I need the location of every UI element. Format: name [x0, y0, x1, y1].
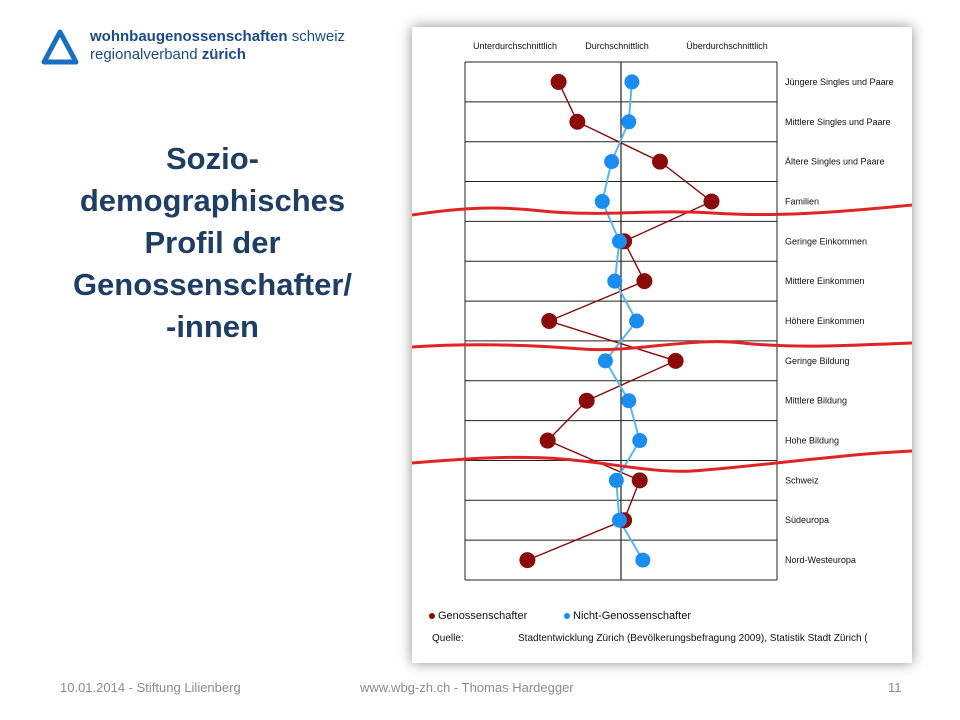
- column-header: Überdurchschnittlich: [686, 41, 768, 51]
- data-point: [636, 273, 653, 290]
- logo-triangle-icon: [41, 29, 79, 65]
- footer-date: 10.01.2014 - Stiftung Lilienberg: [60, 680, 241, 695]
- annotation-line: [412, 340, 912, 352]
- data-point: [611, 233, 627, 249]
- page-number: 11: [888, 680, 902, 695]
- legend-label: Nicht-Genossenschafter: [573, 610, 691, 622]
- category-label: Südeuropa: [785, 515, 829, 525]
- data-point: [632, 433, 648, 449]
- data-point: [621, 114, 637, 130]
- data-point: [594, 193, 610, 209]
- title-line: Sozio-: [166, 141, 259, 176]
- legend-marker: [429, 613, 435, 619]
- title-line: demographisches: [79, 183, 346, 218]
- category-label: Höhere Einkommen: [785, 316, 865, 326]
- data-point: [519, 552, 536, 569]
- logo-line2-rest: regionalverband: [90, 46, 198, 63]
- logo: wohnbaugenossenschaften schweiz regional…: [40, 26, 345, 70]
- data-point: [652, 153, 668, 170]
- source-label: Quelle:: [432, 633, 464, 644]
- category-label: Nord-Westeuropa: [785, 555, 856, 565]
- data-point: [608, 472, 624, 488]
- data-point: [631, 472, 648, 489]
- data-point: [611, 512, 627, 528]
- profile-chart: Unterdurchschnittlich Durchschnittlich Übe…: [412, 41, 912, 644]
- title-line: Profil der: [144, 225, 281, 260]
- category-label: Hohe Bildung: [785, 436, 839, 446]
- category-label: Familien: [785, 196, 819, 206]
- category-label: Schweiz: [785, 475, 819, 485]
- logo-line1-bold: wohnbaugenossenschaften: [90, 28, 288, 45]
- legend-label: Genossenschafter: [438, 610, 528, 622]
- data-point: [703, 193, 720, 210]
- data-point: [604, 154, 620, 170]
- data-point: [635, 552, 651, 568]
- annotation-line: [412, 449, 912, 473]
- category-label: Mittlere Singles und Paare: [785, 117, 891, 127]
- column-header: Unterdurchschnittlich: [473, 41, 557, 51]
- logo-text: wohnbaugenossenschaften schweiz regional…: [90, 28, 345, 64]
- category-label: Ältere Singles und Paare: [785, 157, 885, 167]
- data-point: [569, 113, 586, 130]
- data-point: [541, 313, 558, 329]
- category-label: Mittlere Bildung: [785, 396, 847, 406]
- data-point: [550, 73, 567, 90]
- category-label: Geringe Bildung: [785, 356, 850, 366]
- chart-figure: Unterdurchschnittlich Durchschnittlich Übe…: [412, 27, 912, 663]
- title-line: Genossenschafter/: [72, 267, 353, 302]
- title-line: -innen: [166, 309, 259, 344]
- data-point: [629, 313, 645, 329]
- data-point: [621, 393, 637, 409]
- column-header: Durchschnittlich: [585, 41, 649, 51]
- category-label: Geringe Einkommen: [785, 236, 867, 246]
- slide-title: Sozio- demographisches Profil der Genoss…: [40, 138, 385, 348]
- data-point: [624, 74, 640, 90]
- data-point: [597, 353, 613, 369]
- category-label: Jüngere Singles und Paare: [785, 77, 894, 87]
- category-label: Mittlere Einkommen: [785, 276, 865, 286]
- data-point: [607, 273, 623, 289]
- footer-author: www.wbg-zh.ch - Thomas Hardegger: [360, 680, 574, 695]
- logo-line1-rest: schweiz: [291, 28, 346, 45]
- legend-marker: [564, 613, 570, 619]
- data-point: [539, 432, 556, 449]
- logo-line2-bold: zürich: [201, 46, 246, 63]
- data-point: [578, 392, 595, 409]
- annotation-line: [412, 203, 912, 217]
- source-text: Stadtentwicklung Zürich (Bevölkerungsbef…: [518, 633, 868, 644]
- data-point: [667, 352, 684, 369]
